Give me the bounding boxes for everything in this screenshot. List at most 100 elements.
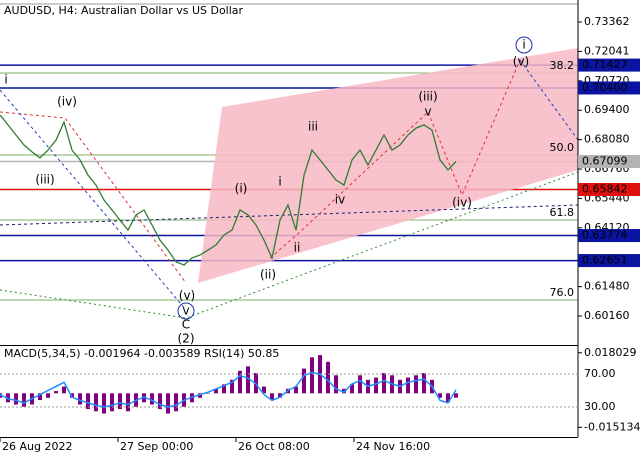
y-tick-label: 0.73362: [584, 15, 630, 28]
y-tick-label: 0.72041: [584, 44, 630, 57]
price-line: [0, 114, 457, 266]
macd-bar: [310, 357, 314, 394]
wave-label: i: [278, 175, 281, 189]
x-tick-label: 26 Oct 08:00: [238, 440, 310, 453]
wave-label: (iii): [418, 90, 437, 104]
wave-line: [0, 171, 579, 319]
macd-tick-label: 0.018029: [584, 346, 637, 359]
fib-label: 50.0: [550, 141, 575, 154]
wave-label: (iv): [452, 196, 472, 210]
chart-title: AUDUSD, H4: Australian Dollar vs US Doll…: [4, 4, 244, 17]
macd-bar: [374, 377, 378, 394]
macd-bar: [94, 393, 98, 412]
x-tick-label: 27 Sep 00:00: [120, 440, 193, 453]
wave-label: iii: [308, 120, 318, 134]
wave-label: i: [522, 38, 525, 52]
level-label: 0.62651: [582, 254, 628, 267]
macd-bar: [126, 393, 130, 412]
y-tick-label: 0.61480: [584, 280, 630, 293]
macd-bar: [158, 393, 162, 410]
macd-bar: [86, 393, 90, 410]
macd-bar: [302, 368, 306, 394]
wave-label: i: [4, 73, 7, 87]
wave-label: (iii): [35, 173, 54, 187]
level-label: 0.63774: [582, 229, 628, 242]
wave-line: [519, 59, 579, 141]
macd-bar: [166, 393, 170, 414]
macd-bar: [238, 370, 242, 394]
level-label: 0.71427: [582, 58, 628, 71]
level-label-box: [578, 81, 640, 95]
macd-bar: [382, 373, 386, 394]
macd-bar: [46, 393, 50, 398]
wave-circle: [177, 302, 195, 320]
macd-bar: [278, 393, 282, 398]
rsi-line: [0, 371, 457, 408]
wave-label: (2): [178, 332, 195, 346]
level-label-box: [578, 182, 640, 196]
wave-label: (ii): [260, 268, 276, 282]
macd-bar: [270, 393, 274, 401]
wave-label: iv: [335, 193, 345, 207]
macd-bar: [342, 388, 346, 394]
macd-bar: [198, 393, 202, 398]
macd-bar: [174, 393, 178, 412]
wave-label: v: [424, 105, 431, 119]
macd-bar: [358, 375, 362, 394]
macd-bar: [438, 393, 442, 398]
fib-label: 76.0: [550, 286, 575, 299]
macd-bar: [14, 393, 18, 405]
macd-bar: [414, 375, 418, 394]
macd-bar: [294, 386, 298, 394]
price-layer: [0, 114, 457, 266]
macd-bar: [150, 393, 154, 405]
macd-bar: [62, 386, 66, 394]
macd-bar: [102, 393, 106, 414]
wave-lines: [0, 59, 579, 319]
macd-bar: [110, 393, 114, 412]
macd-bar: [6, 393, 10, 403]
x-tick-label: 24 Nov 16:00: [356, 440, 430, 453]
macd-bar: [54, 391, 58, 394]
level-label: 0.65842: [582, 182, 628, 195]
channel: [198, 48, 578, 283]
macd-tick-label: -0.015134: [584, 420, 640, 433]
macd-bar: [454, 393, 458, 398]
level-label-box: [578, 229, 640, 243]
macd-bar: [446, 393, 450, 403]
macd-bar: [334, 375, 338, 394]
level-label: 0.70400: [582, 81, 628, 94]
level-label: 0.67099: [582, 154, 628, 167]
level-label-box: [578, 58, 640, 72]
wave-line: [269, 59, 521, 259]
rsi-tick-label: 30.00: [584, 400, 616, 413]
y-tick-label: 0.69400: [584, 103, 630, 116]
rsi-tick-label: 70.00: [584, 367, 616, 380]
macd-bar: [206, 393, 210, 394]
macd-bar: [214, 388, 218, 394]
wave-label: ii: [294, 241, 301, 255]
wave-label: (iv): [57, 95, 77, 109]
macd-bar: [78, 393, 82, 405]
x-tick-label: 26 Aug 2022: [2, 440, 72, 453]
y-tick-label: 0.68080: [584, 133, 630, 146]
macd-bar: [422, 373, 426, 394]
fib-label: 61.8: [550, 206, 575, 219]
macd-title: MACD(5,34,5) -0.001964 -0.003589 RSI(14)…: [4, 347, 279, 360]
macd-bar: [246, 366, 250, 394]
level-label-box: [578, 254, 640, 268]
wave-labels: i (iv) (iii) (v) v C (2) (i) i (ii) ii i…: [4, 38, 529, 346]
wave-label: v: [182, 304, 189, 318]
macd-bar: [326, 361, 330, 394]
macd-bar: [262, 386, 266, 394]
level-label-box: [578, 154, 640, 168]
macd-bar: [230, 379, 234, 394]
wave-label: C: [182, 318, 190, 332]
wave-label: (v): [179, 289, 195, 303]
wave-line: [0, 89, 187, 311]
wave-label: (v): [513, 55, 529, 69]
wave-line: [0, 204, 579, 226]
macd-bar: [38, 393, 42, 401]
y-tick-label: 0.60160: [584, 309, 630, 322]
